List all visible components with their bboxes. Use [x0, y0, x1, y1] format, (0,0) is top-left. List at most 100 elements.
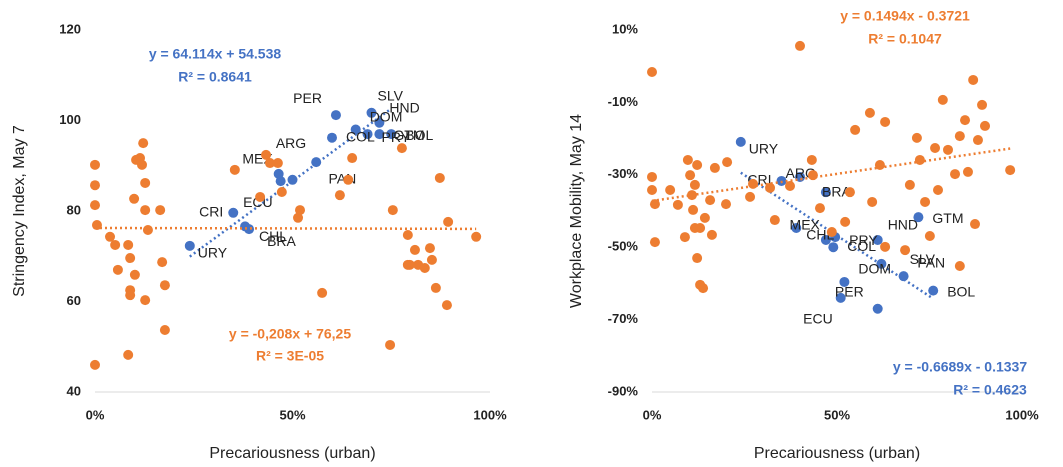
- point-label: BRA: [267, 233, 296, 249]
- data-point: [434, 172, 445, 183]
- data-point: [471, 231, 482, 242]
- data-point: [930, 143, 941, 154]
- point-label: COL: [346, 128, 375, 144]
- data-point: [968, 74, 979, 85]
- data-point: [295, 205, 306, 216]
- x-axis-title: Precariousness (urban): [209, 445, 375, 462]
- y-tick-label: -30%: [608, 166, 639, 181]
- y-tick-label: -70%: [608, 311, 639, 326]
- data-point: [820, 187, 831, 198]
- data-point: [374, 129, 385, 140]
- point-label: SLV: [910, 251, 936, 267]
- data-point: [682, 154, 693, 165]
- data-point: [962, 166, 973, 177]
- x-tick-label: 0%: [643, 407, 662, 422]
- data-point: [954, 131, 965, 142]
- data-point: [90, 200, 100, 211]
- data-point: [980, 120, 990, 131]
- data-point: [695, 223, 706, 234]
- point-label: HND: [389, 99, 419, 115]
- point-label: URY: [198, 245, 228, 261]
- x-tick-label: 50%: [279, 407, 305, 422]
- data-point: [954, 261, 965, 272]
- data-point: [419, 263, 430, 274]
- data-point: [311, 157, 322, 168]
- data-point: [970, 219, 981, 230]
- data-point: [709, 162, 720, 173]
- data-point: [795, 40, 805, 51]
- data-point: [129, 193, 140, 204]
- data-point: [685, 170, 696, 181]
- y-tick-label: 10%: [612, 21, 638, 36]
- data-point: [402, 229, 413, 240]
- data-point: [123, 239, 134, 250]
- data-point: [649, 237, 660, 248]
- data-point: [735, 136, 746, 147]
- data-point: [647, 185, 657, 196]
- data-point: [850, 124, 861, 135]
- data-point: [366, 107, 377, 118]
- data-point: [698, 283, 709, 294]
- data-point: [430, 282, 441, 293]
- data-point: [844, 187, 855, 198]
- data-point: [443, 216, 454, 227]
- x-tick-label: 50%: [824, 407, 850, 422]
- y-tick-label: 40: [67, 383, 81, 398]
- data-point: [140, 295, 151, 306]
- data-point: [920, 196, 931, 207]
- data-point: [129, 269, 140, 280]
- data-point: [140, 205, 151, 216]
- data-point: [692, 253, 703, 264]
- data-point: [125, 253, 136, 264]
- data-point: [814, 203, 825, 214]
- point-label: ECU: [803, 311, 833, 327]
- point-label: DOM: [370, 108, 403, 124]
- trendline-r-squared: R² = 3E-05: [256, 348, 324, 364]
- data-point: [785, 181, 796, 192]
- data-point: [229, 164, 240, 175]
- point-label: PRY: [382, 129, 411, 145]
- data-point: [688, 204, 699, 215]
- data-point: [867, 196, 878, 207]
- data-point: [649, 199, 660, 210]
- trendline-equation: y = -0,208x + 76,25: [229, 326, 351, 342]
- data-point: [839, 276, 850, 287]
- data-point: [647, 66, 657, 77]
- data-point: [806, 154, 817, 165]
- point-label: HND: [888, 217, 918, 233]
- data-point: [317, 287, 328, 298]
- data-point: [350, 124, 361, 135]
- data-point: [872, 303, 883, 314]
- point-label: MEX: [790, 217, 821, 233]
- data-point: [228, 207, 239, 218]
- data-point: [904, 179, 915, 190]
- data-point: [699, 212, 710, 223]
- y-axis-title: Workplace Mobility, May 14: [568, 114, 585, 308]
- data-point: [705, 195, 716, 206]
- point-label: DOM: [858, 261, 891, 277]
- trendline: [94, 226, 477, 231]
- data-point: [387, 205, 398, 216]
- data-point: [112, 264, 123, 275]
- data-point: [374, 117, 385, 128]
- data-point: [441, 300, 452, 311]
- trendline-equation: y = 64.114x + 54.538: [149, 46, 282, 62]
- data-point: [159, 325, 170, 336]
- y-tick-label: 120: [59, 21, 81, 36]
- data-point: [184, 240, 195, 251]
- data-point: [977, 99, 988, 110]
- data-point: [404, 259, 415, 270]
- y-tick-label: -10%: [608, 94, 639, 109]
- data-point: [950, 169, 961, 180]
- point-label: PER: [835, 283, 864, 299]
- point-label: ECU: [243, 194, 273, 210]
- data-point: [840, 216, 851, 227]
- data-point: [396, 143, 407, 154]
- data-point: [334, 190, 345, 201]
- trendline: [189, 107, 392, 258]
- data-point: [255, 191, 266, 202]
- y-tick-label: 60: [67, 293, 81, 308]
- data-point: [110, 239, 121, 250]
- point-label: PAN: [917, 255, 945, 271]
- data-point: [672, 199, 683, 210]
